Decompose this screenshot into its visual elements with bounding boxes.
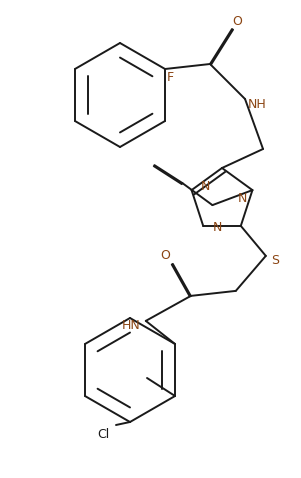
Text: HN: HN bbox=[121, 319, 140, 332]
Text: NH: NH bbox=[248, 98, 266, 110]
Text: O: O bbox=[232, 14, 242, 28]
Text: N: N bbox=[213, 221, 222, 234]
Text: N: N bbox=[201, 180, 210, 193]
Text: Cl: Cl bbox=[97, 428, 109, 442]
Text: O: O bbox=[160, 250, 170, 262]
Text: N: N bbox=[238, 192, 247, 205]
Text: F: F bbox=[166, 70, 174, 84]
Text: S: S bbox=[271, 254, 279, 267]
